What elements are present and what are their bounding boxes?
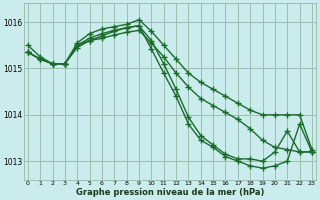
X-axis label: Graphe pression niveau de la mer (hPa): Graphe pression niveau de la mer (hPa): [76, 188, 264, 197]
